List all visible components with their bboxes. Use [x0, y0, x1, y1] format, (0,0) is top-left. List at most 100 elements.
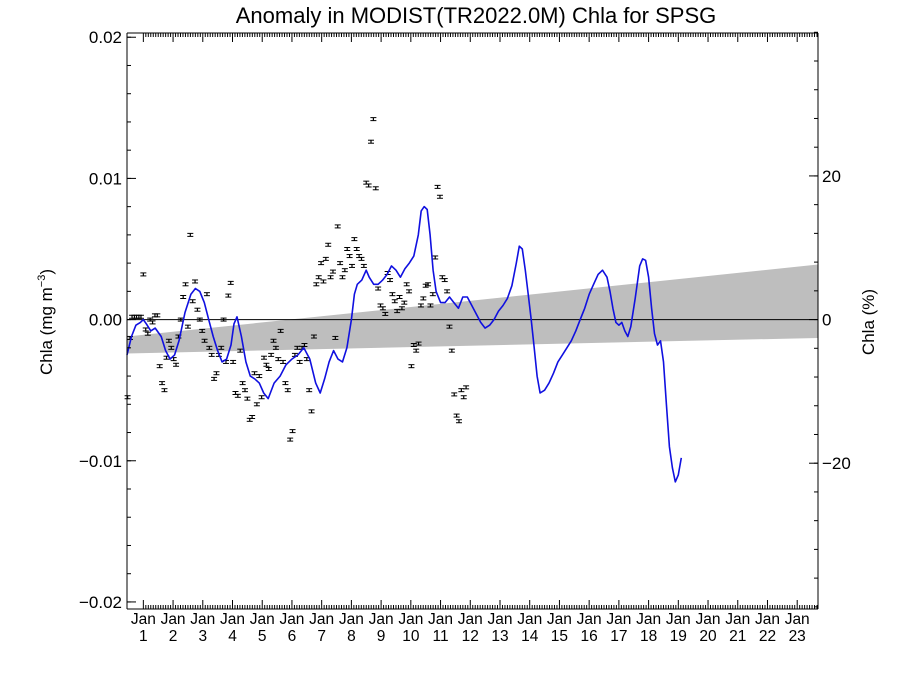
data-point — [268, 352, 275, 357]
data-point — [365, 183, 372, 188]
data-point — [149, 320, 156, 325]
data-point — [237, 348, 244, 353]
x-tick-label-month: Jan — [220, 611, 245, 628]
data-point — [184, 324, 191, 329]
data-point — [173, 362, 180, 367]
data-point — [261, 355, 268, 360]
data-point — [208, 352, 215, 357]
x-tick-label-month: Jan — [190, 611, 215, 628]
data-point — [206, 345, 213, 350]
data-point — [161, 388, 168, 393]
data-point — [265, 367, 272, 371]
x-tick-label-year: 16 — [581, 628, 598, 645]
data-point — [415, 341, 422, 346]
data-point — [234, 393, 241, 398]
data-point — [344, 247, 351, 251]
x-tick-label-month: Jan — [458, 611, 483, 628]
data-point — [258, 395, 265, 400]
data-point — [401, 300, 408, 305]
x-tick-label-year: 6 — [288, 628, 297, 645]
trend-band — [127, 264, 818, 354]
data-point — [379, 306, 386, 311]
data-point — [463, 385, 470, 390]
data-point — [410, 343, 417, 347]
x-tick-label-month: Jan — [428, 611, 453, 628]
data-point — [213, 371, 220, 376]
data-point — [287, 437, 294, 442]
x-tick-label-year: 2 — [169, 628, 178, 645]
y-tick-label-left: 0.00 — [89, 311, 122, 330]
data-point — [389, 292, 396, 297]
x-tick-label-month: Jan — [131, 611, 156, 628]
data-point — [230, 359, 237, 364]
data-point — [124, 395, 131, 400]
data-point — [382, 311, 389, 316]
data-point — [241, 388, 248, 393]
x-tick-label-year: 18 — [640, 628, 657, 645]
data-point — [203, 292, 210, 297]
x-tick-labels-layer: Jan1Jan2Jan3Jan4Jan5Jan6Jan7Jan8Jan9Jan1… — [131, 611, 810, 645]
data-point — [406, 289, 413, 294]
data-point — [387, 278, 394, 283]
data-point — [396, 295, 403, 299]
data-point — [249, 415, 256, 419]
data-point — [211, 376, 218, 381]
data-point — [272, 345, 279, 350]
smoothed-line-layer — [126, 205, 683, 483]
chart-title: Anomaly in MODIST(TR2022.0M) Chla for SP… — [236, 3, 716, 28]
x-tick-label-month: Jan — [161, 611, 186, 628]
data-point — [256, 374, 263, 379]
data-point — [432, 255, 439, 260]
x-tick-label-year: 12 — [462, 628, 479, 645]
x-tick-label-year: 15 — [551, 628, 568, 645]
data-point — [320, 279, 327, 284]
data-point — [239, 381, 246, 386]
data-point — [434, 184, 441, 189]
y-tick-label-left: 0.02 — [89, 28, 122, 47]
x-tick-label-month: Jan — [577, 611, 602, 628]
x-tick-label-year: 14 — [521, 628, 539, 645]
data-point — [413, 348, 420, 353]
data-point — [408, 364, 415, 369]
x-tick-label-year: 20 — [699, 628, 717, 645]
data-point — [327, 275, 334, 280]
y-axis-label-left: Chla (mg m−3) — [36, 269, 56, 375]
x-tick-label-month: Jan — [666, 611, 691, 628]
x-tick-label-year: 10 — [402, 628, 420, 645]
data-point — [192, 279, 199, 284]
data-point — [244, 396, 251, 401]
data-point — [270, 338, 277, 343]
data-point — [313, 282, 320, 287]
y-tick-label-right: −20 — [822, 454, 851, 473]
x-tick-label-year: 3 — [198, 628, 207, 645]
data-point — [325, 242, 332, 247]
y-tick-label-right: 20 — [822, 167, 841, 186]
axes-layer: 0.02 0.01 0.00 −0.01 −0.02 20 0 −20 — [79, 28, 851, 612]
data-point — [351, 237, 358, 242]
x-tick-label-month: Jan — [606, 611, 631, 628]
data-point — [196, 317, 203, 322]
x-tick-label-month: Jan — [250, 611, 275, 628]
data-point — [391, 299, 398, 304]
y-axis-label-right: Chla (%) — [859, 289, 878, 355]
x-tick-label-year: 7 — [317, 628, 326, 645]
x-tick-label-month: Jan — [547, 611, 572, 628]
data-point — [220, 317, 227, 322]
data-point — [417, 303, 424, 308]
data-point — [187, 232, 194, 237]
data-point — [444, 289, 451, 294]
data-point — [194, 307, 201, 312]
data-point — [372, 186, 379, 191]
data-point — [370, 117, 377, 122]
x-tick-label-year: 17 — [610, 628, 627, 645]
data-point — [277, 328, 284, 333]
data-point — [451, 392, 458, 397]
data-point — [306, 388, 313, 393]
x-tick-label-month: Jan — [279, 611, 304, 628]
data-point — [375, 286, 382, 291]
x-tick-label-year: 13 — [491, 628, 508, 645]
data-point — [156, 364, 163, 369]
data-point — [425, 282, 432, 287]
x-tick-label-year: 21 — [729, 628, 746, 645]
